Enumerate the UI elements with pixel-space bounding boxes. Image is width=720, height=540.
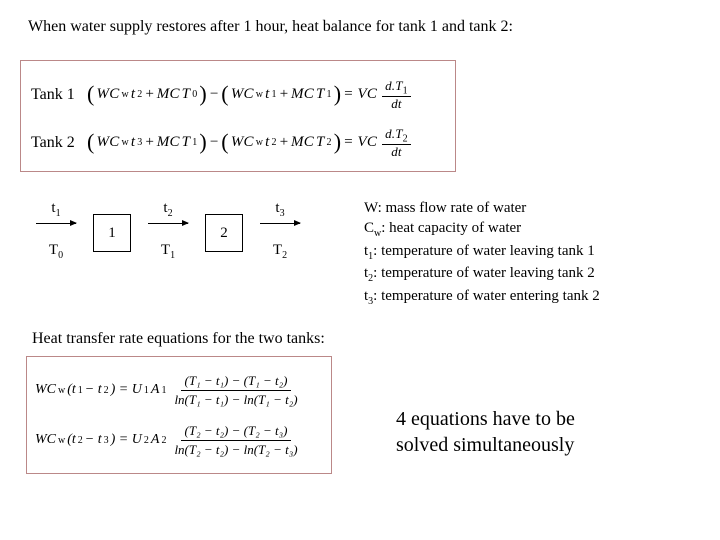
legend-line: t1: temperature of water leaving tank 1 bbox=[364, 241, 600, 264]
lmtd-eq-2: WCw (t2 − t3) = U2A2 (T₂ − t₂) − (T₂ − t… bbox=[35, 422, 323, 459]
tank1-equation: (WCwt2 + MCT0) − (WCwt1 + MCT1) = VC d.T… bbox=[87, 79, 411, 112]
tank1-label: Tank 1 bbox=[31, 86, 87, 104]
legend-line: Cw: heat capacity of water bbox=[364, 218, 600, 241]
tank-box-1: 1 bbox=[93, 214, 131, 252]
arrow-icon bbox=[36, 223, 76, 224]
heat-transfer-box: WCw (t1 − t2) = U1A1 (T₁ − t₁) − (T₁ − t… bbox=[26, 356, 332, 474]
page-title: When water supply restores after 1 hour,… bbox=[28, 18, 513, 36]
lmtd-eq-1: WCw (t1 − t2) = U1A1 (T₁ − t₁) − (T₁ − t… bbox=[35, 372, 323, 409]
arrow-icon bbox=[148, 223, 188, 224]
flow-diagram: t1 T0 1 t2 T1 2 t3 T2 bbox=[28, 200, 308, 261]
tank2-equation: (WCwt3 + MCT1) − (WCwt2 + MCT2) = VC d.T… bbox=[87, 127, 411, 160]
tank-box-2: 2 bbox=[205, 214, 243, 252]
conclusion: 4 equations have to be solved simultaneo… bbox=[396, 406, 575, 458]
legend-line: t3: temperature of water entering tank 2 bbox=[364, 286, 600, 309]
arrow-icon bbox=[260, 223, 300, 224]
legend-line: W: mass flow rate of water bbox=[364, 198, 600, 218]
tank2-label: Tank 2 bbox=[31, 134, 87, 152]
tank2-row: Tank 2 (WCwt3 + MCT1) − (WCwt2 + MCT2) =… bbox=[31, 119, 445, 167]
subtitle: Heat transfer rate equations for the two… bbox=[32, 330, 325, 348]
legend-line: t2: temperature of water leaving tank 2 bbox=[364, 263, 600, 286]
tank1-row: Tank 1 (WCwt2 + MCT0) − (WCwt1 + MCT1) =… bbox=[31, 71, 445, 119]
legend: W: mass flow rate of water Cw: heat capa… bbox=[364, 198, 600, 308]
heat-balance-box: Tank 1 (WCwt2 + MCT0) − (WCwt1 + MCT1) =… bbox=[20, 60, 456, 172]
